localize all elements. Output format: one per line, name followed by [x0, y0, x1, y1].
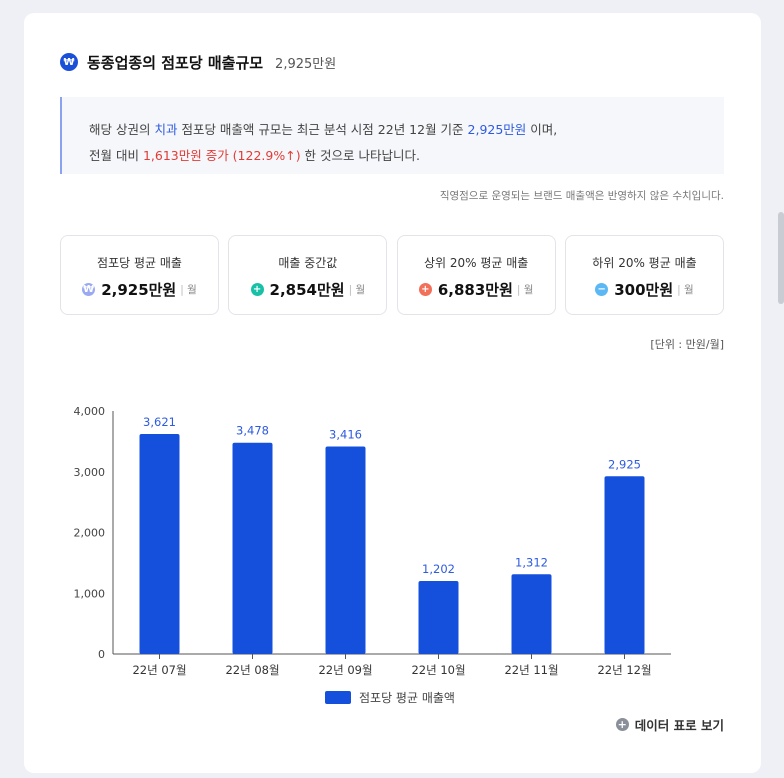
stat-value: 6,883만원 [437, 281, 513, 299]
bar [418, 580, 459, 654]
header-value: 2,925만원 [275, 56, 337, 72]
y-tick-label: 4,000 [74, 405, 106, 418]
legend-swatch [325, 691, 351, 704]
view-as-table-button[interactable]: + 데이터 표로 보기 [615, 715, 724, 734]
median-icon: + [250, 283, 264, 296]
legend-label: 점포당 평균 매출액 [359, 691, 455, 705]
bar-value-label: 1,312 [515, 555, 548, 569]
summary-box: 해당 상권의 치과 점포당 매출액 규모는 최근 분석 시점 22년 12월 기… [60, 97, 724, 174]
bar-value-label: 1,202 [422, 562, 455, 576]
view-as-table-label: 데이터 표로 보기 [634, 718, 724, 733]
stat-card-top20: 상위 20% 평균 매출 + 6,883만원 월 [396, 235, 556, 315]
y-tick-label: 3,000 [74, 466, 106, 479]
bar-value-label: 3,416 [329, 427, 362, 441]
chart-legend[interactable]: 점포당 평균 매출액 [325, 689, 455, 706]
stat-label: 매출 중간값 [278, 256, 338, 270]
plus-icon: + [615, 718, 629, 731]
y-tick-label: 0 [98, 648, 105, 661]
summary-text: 한 것으로 나타납니다. [300, 148, 420, 163]
stat-value: 2,925만원 [101, 281, 177, 299]
summary-amount: 2,925만원 [467, 122, 527, 137]
bar-value-label: 3,478 [236, 424, 269, 438]
x-tick-label: 22년 10월 [411, 663, 465, 677]
stat-unit: 월 [349, 282, 365, 297]
stat-card-median: 매출 중간값 + 2,854만원 월 [228, 235, 388, 315]
y-tick-label: 1,000 [74, 587, 106, 600]
bar [232, 442, 273, 654]
industry-name: 치과 [154, 122, 178, 137]
x-tick-label: 22년 09월 [318, 663, 372, 677]
bar-value-label: 3,621 [143, 415, 176, 429]
disclaimer-note: 직영점으로 운영되는 브랜드 매출액은 반영하지 않은 수치입니다. [439, 190, 724, 202]
summary-text: 이며, [526, 122, 558, 137]
bar [604, 476, 645, 654]
bar [511, 574, 552, 654]
stat-unit: 월 [677, 282, 694, 297]
sales-bar-chart: 0 1,000 2,000 3,000 4,000 3,621 22년 07월 3,478 22… [74, 405, 671, 677]
bar [139, 434, 180, 654]
plus-icon: + [418, 283, 432, 296]
sales-scale-card: ₩ 동종업종의 점포당 매출규모 2,925만원 해당 상권의 치과 점포당 매… [24, 13, 761, 773]
minus-icon: − [595, 283, 609, 296]
stat-label: 상위 20% 평균 매출 [423, 256, 529, 270]
x-tick-label: 22년 08월 [225, 663, 279, 677]
stat-value: 300만원 [614, 281, 674, 299]
won-icon: ₩ [82, 283, 96, 296]
stats-row: 점포당 평균 매출 ₩ 2,925만원 월 매출 중간값 + 2,854만원 월… [60, 235, 724, 315]
section-header: ₩ 동종업종의 점포당 매출규모 2,925만원 [60, 51, 336, 73]
stat-unit: 월 [517, 282, 534, 297]
x-tick-label: 22년 12월 [597, 663, 651, 677]
stat-label: 점포당 평균 매출 [97, 256, 182, 270]
scrollbar[interactable] [778, 212, 784, 304]
won-icon: ₩ [60, 53, 78, 71]
summary-text: 점포당 매출액 규모는 최근 분석 시점 22년 12월 기준 [177, 122, 468, 137]
stat-unit: 월 [180, 282, 197, 297]
y-tick-label: 2,000 [74, 527, 106, 540]
summary-text: 전월 대비 [89, 148, 143, 163]
stat-label: 하위 20% 평균 매출 [592, 256, 697, 270]
stat-card-average: 점포당 평균 매출 ₩ 2,925만원 월 [60, 235, 219, 315]
unit-note: [단위 : 만원/월] [650, 338, 724, 351]
stat-value: 2,854만원 [269, 281, 345, 299]
x-tick-label: 22년 11월 [504, 663, 558, 677]
section-title: 동종업종의 점포당 매출규모 [87, 53, 264, 72]
stat-card-bottom20: 하위 20% 평균 매출 − 300만원 월 [564, 235, 724, 315]
summary-change: 1,613만원 증가 (122.9%↑) [142, 148, 301, 163]
bar-value-label: 2,925 [608, 457, 641, 471]
summary-text: 해당 상권의 [89, 122, 155, 137]
bar [325, 446, 366, 654]
x-tick-label: 22년 07월 [132, 663, 186, 677]
